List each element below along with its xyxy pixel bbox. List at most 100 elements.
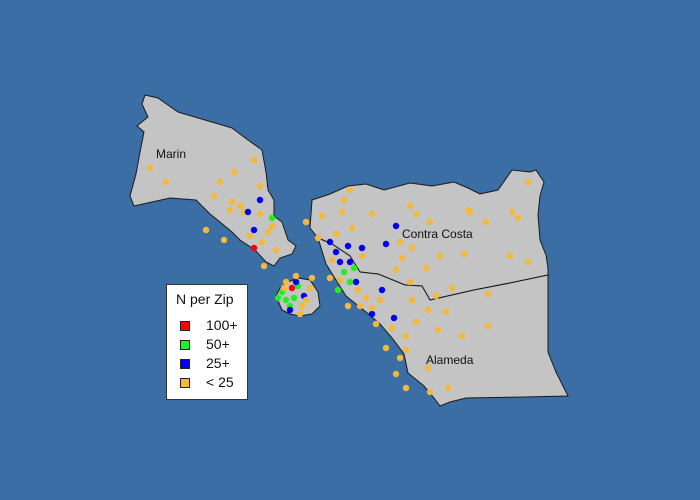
zip-point bbox=[348, 224, 356, 232]
zip-point bbox=[424, 364, 432, 372]
zip-point bbox=[244, 208, 252, 216]
zip-point bbox=[250, 226, 258, 234]
zip-point bbox=[406, 278, 414, 286]
zip-point bbox=[368, 210, 376, 218]
zip-point bbox=[406, 202, 414, 210]
zip-point bbox=[318, 212, 326, 220]
zip-point bbox=[378, 286, 386, 294]
zip-point bbox=[256, 210, 264, 218]
legend-item-under-25: < 25 bbox=[180, 374, 246, 392]
zip-point bbox=[382, 240, 390, 248]
zip-point bbox=[484, 322, 492, 330]
zip-point bbox=[422, 264, 430, 272]
zip-point bbox=[402, 384, 410, 392]
zip-point bbox=[246, 232, 254, 240]
legend-item-50-plus: 50+ bbox=[180, 336, 246, 354]
zip-point bbox=[340, 196, 348, 204]
zip-point bbox=[344, 242, 352, 250]
zip-point bbox=[362, 294, 370, 302]
zip-point bbox=[268, 214, 276, 222]
zip-point bbox=[376, 296, 384, 304]
zip-point bbox=[230, 168, 238, 176]
zip-point bbox=[426, 388, 434, 396]
zip-point bbox=[524, 258, 532, 266]
zip-point bbox=[436, 252, 444, 260]
zip-point bbox=[314, 234, 322, 242]
zip-point bbox=[288, 284, 296, 292]
zip-point bbox=[146, 164, 154, 172]
zip-point bbox=[250, 244, 258, 252]
zip-point bbox=[382, 344, 390, 352]
zip-point bbox=[402, 332, 410, 340]
zip-point bbox=[432, 292, 440, 300]
zip-point bbox=[280, 284, 288, 292]
zip-point bbox=[326, 238, 334, 246]
zip-point bbox=[292, 278, 300, 286]
county-label-marin: Marin bbox=[156, 147, 186, 161]
zip-point bbox=[466, 208, 474, 216]
zip-point bbox=[508, 208, 516, 216]
zip-point bbox=[258, 238, 266, 246]
zip-point bbox=[336, 258, 344, 266]
legend-label: 100+ bbox=[206, 317, 238, 333]
legend-swatch bbox=[180, 359, 190, 369]
zip-point bbox=[514, 214, 522, 222]
zip-point bbox=[256, 182, 264, 190]
zip-point bbox=[272, 246, 280, 254]
zip-point bbox=[162, 178, 170, 186]
zip-point bbox=[328, 256, 336, 264]
zip-point bbox=[396, 354, 404, 362]
legend-title: N per Zip bbox=[176, 291, 234, 307]
zip-point bbox=[274, 294, 282, 302]
legend-label: < 25 bbox=[206, 374, 234, 390]
zip-point bbox=[308, 274, 316, 282]
zip-point bbox=[368, 310, 376, 318]
legend-swatch bbox=[180, 321, 190, 331]
legend-swatch bbox=[180, 340, 190, 350]
zip-points bbox=[146, 156, 532, 396]
zip-point bbox=[302, 296, 310, 304]
zip-point bbox=[354, 286, 362, 294]
zip-point bbox=[216, 178, 224, 186]
county-label-contra-costa: Contra Costa bbox=[402, 227, 473, 241]
zip-point bbox=[358, 244, 366, 252]
zip-point bbox=[302, 218, 310, 226]
county-label-alameda: Alameda bbox=[426, 353, 474, 367]
zip-point bbox=[260, 262, 268, 270]
zip-point bbox=[482, 218, 490, 226]
zip-point bbox=[358, 252, 366, 260]
zip-point bbox=[326, 274, 334, 282]
zip-point bbox=[484, 290, 492, 298]
zip-point bbox=[392, 222, 400, 230]
zip-point bbox=[412, 318, 420, 326]
zip-point bbox=[460, 250, 468, 258]
zip-point bbox=[398, 254, 406, 262]
zip-point bbox=[350, 264, 358, 272]
zip-point bbox=[220, 236, 228, 244]
zip-point bbox=[424, 306, 432, 314]
alameda-county-shape bbox=[317, 237, 569, 407]
zip-point bbox=[210, 192, 218, 200]
zip-point bbox=[282, 278, 290, 286]
marin-county-shape bbox=[129, 94, 297, 267]
zip-point bbox=[286, 306, 294, 314]
zip-point bbox=[332, 230, 340, 238]
zip-point bbox=[292, 272, 300, 280]
zip-point bbox=[344, 302, 352, 310]
zip-point bbox=[298, 302, 306, 310]
zip-point bbox=[392, 266, 400, 274]
zip-point bbox=[412, 210, 420, 218]
zip-point bbox=[256, 196, 264, 204]
zip-point bbox=[402, 346, 410, 354]
zip-point bbox=[264, 228, 272, 236]
zip-point bbox=[356, 302, 364, 310]
zip-point bbox=[426, 218, 434, 226]
zip-point bbox=[390, 314, 398, 322]
zip-point bbox=[340, 268, 348, 276]
zip-point bbox=[524, 178, 532, 186]
zip-point bbox=[434, 326, 442, 334]
zip-point bbox=[250, 156, 258, 164]
zip-point bbox=[268, 222, 276, 230]
zip-point bbox=[368, 304, 376, 312]
